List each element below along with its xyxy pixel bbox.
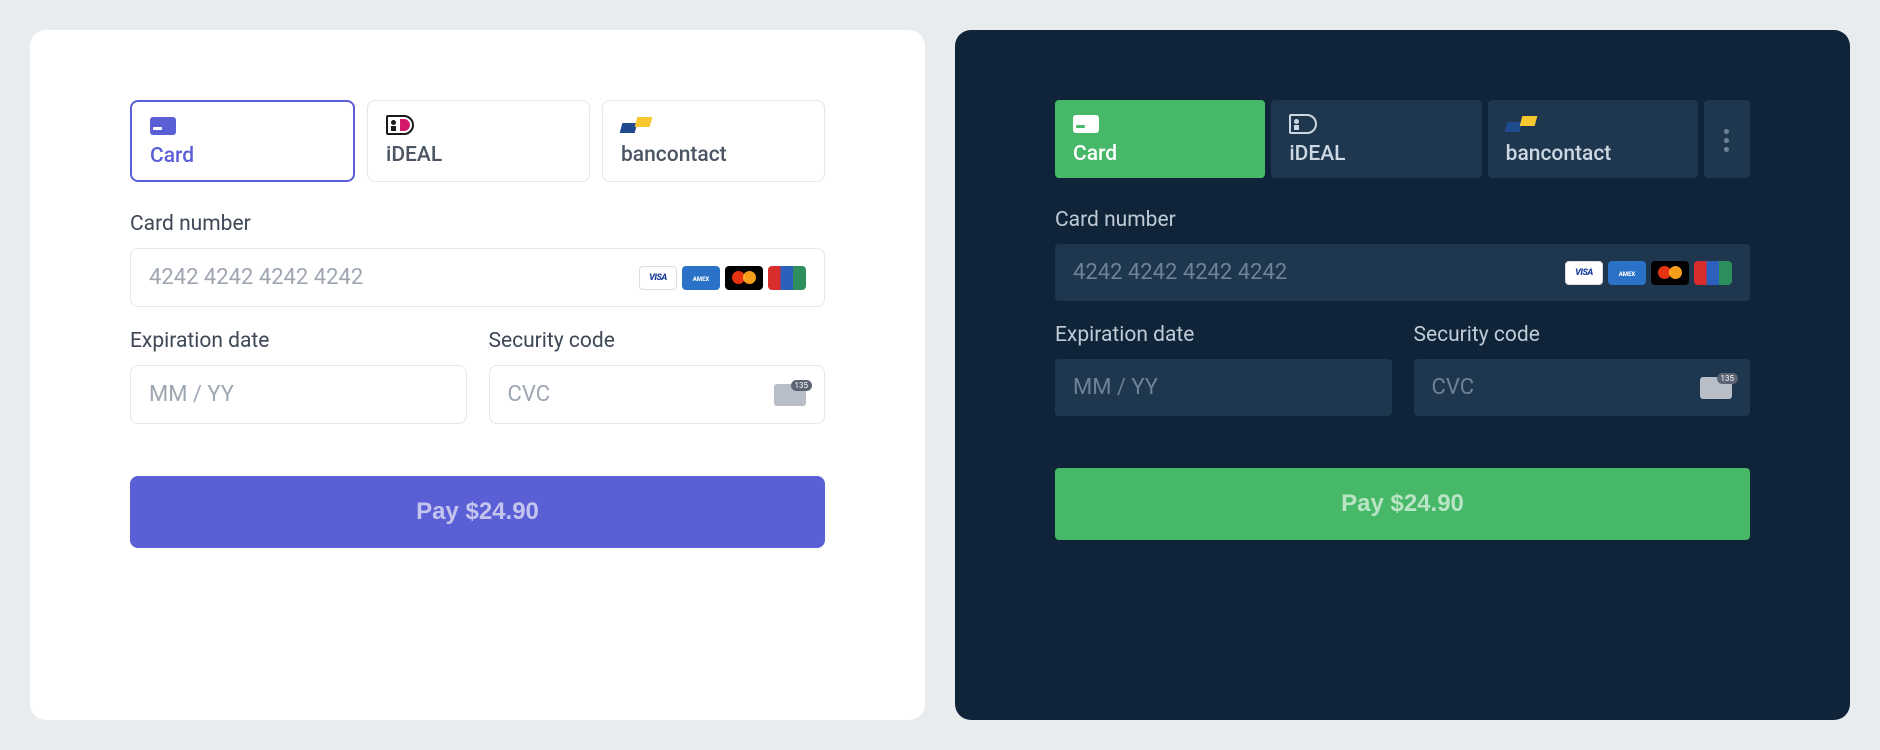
- tab-bancontact-label: bancontact: [621, 143, 806, 167]
- visa-icon: VISA: [1565, 261, 1603, 285]
- unionpay-icon: [768, 266, 806, 290]
- amex-icon: AMEX: [1608, 261, 1646, 285]
- more-icon: [1724, 129, 1729, 152]
- ideal-icon: [386, 115, 414, 135]
- unionpay-icon: [1694, 261, 1732, 285]
- tab-ideal[interactable]: iDEAL: [1271, 100, 1481, 178]
- card-number-placeholder: 4242 4242 4242 4242: [1073, 260, 1287, 285]
- svg-text:AMEX: AMEX: [693, 276, 710, 283]
- security-label: Security code: [1414, 323, 1751, 347]
- card-icon: [1073, 115, 1099, 133]
- security-placeholder: CVC: [508, 382, 551, 407]
- ideal-icon: [1289, 114, 1317, 134]
- tab-bancontact-label: bancontact: [1506, 142, 1680, 166]
- card-number-label: Card number: [130, 212, 825, 236]
- card-icon: [150, 117, 176, 135]
- visa-icon: VISA: [639, 266, 677, 290]
- security-input[interactable]: CVC: [1414, 359, 1751, 416]
- expiration-label: Expiration date: [130, 329, 467, 353]
- tab-ideal[interactable]: iDEAL: [367, 100, 590, 182]
- payment-panel-light: Card iDEAL bancontact Card number 4242 4…: [30, 30, 925, 720]
- expiration-placeholder: MM / YY: [149, 382, 234, 407]
- payment-method-tabs: Card iDEAL bancontact: [130, 100, 825, 182]
- tab-bancontact[interactable]: bancontact: [602, 100, 825, 182]
- tab-bancontact[interactable]: bancontact: [1488, 100, 1698, 178]
- card-number-label: Card number: [1055, 208, 1750, 232]
- expiration-label: Expiration date: [1055, 323, 1392, 347]
- tab-card-label: Card: [150, 144, 335, 168]
- expiration-placeholder: MM / YY: [1073, 375, 1158, 400]
- svg-text:AMEX: AMEX: [1619, 271, 1636, 278]
- security-placeholder: CVC: [1432, 375, 1475, 400]
- tab-card-label: Card: [1073, 142, 1247, 166]
- tab-ideal-label: iDEAL: [1289, 142, 1463, 166]
- security-label: Security code: [489, 329, 826, 353]
- bancontact-icon: [621, 117, 651, 133]
- card-number-input[interactable]: 4242 4242 4242 4242 VISA AMEX: [130, 248, 825, 307]
- payment-panel-dark: Card iDEAL bancontact Card number 4242 4…: [955, 30, 1850, 720]
- pay-button[interactable]: Pay $24.90: [130, 476, 825, 548]
- bancontact-icon: [1506, 116, 1536, 132]
- tab-more[interactable]: [1704, 100, 1750, 178]
- card-number-placeholder: 4242 4242 4242 4242: [149, 265, 363, 290]
- amex-icon: AMEX: [682, 266, 720, 290]
- card-brand-icons: VISA AMEX: [639, 266, 806, 290]
- payment-method-tabs: Card iDEAL bancontact: [1055, 100, 1750, 178]
- expiration-input[interactable]: MM / YY: [1055, 359, 1392, 416]
- pay-button[interactable]: Pay $24.90: [1055, 468, 1750, 540]
- card-brand-icons: VISA AMEX: [1565, 261, 1732, 285]
- cvc-icon: [774, 384, 806, 406]
- tab-card[interactable]: Card: [130, 100, 355, 182]
- security-input[interactable]: CVC: [489, 365, 826, 424]
- expiration-input[interactable]: MM / YY: [130, 365, 467, 424]
- tab-card[interactable]: Card: [1055, 100, 1265, 178]
- tab-ideal-label: iDEAL: [386, 143, 571, 167]
- mastercard-icon: [1651, 261, 1689, 285]
- mastercard-icon: [725, 266, 763, 290]
- card-number-input[interactable]: 4242 4242 4242 4242 VISA AMEX: [1055, 244, 1750, 301]
- cvc-icon: [1700, 377, 1732, 399]
